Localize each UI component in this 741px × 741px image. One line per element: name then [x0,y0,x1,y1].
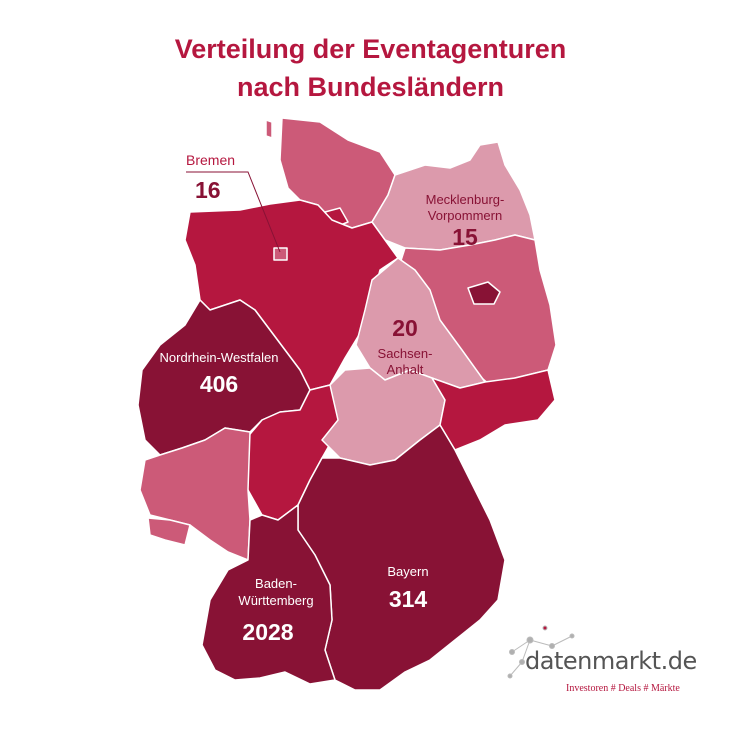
state-baden-wuerttemberg [201,504,336,685]
label-nrw-value: 406 [200,371,238,397]
logo-network-icon [507,625,575,679]
state-saarland [147,517,191,546]
label-sa-value: 20 [392,315,418,341]
label-sa-name-line-2: Anhalt [387,362,424,377]
label-sa-name-line-1: Sachsen- [378,346,433,361]
state-berlin [467,281,501,305]
logo-tagline: Investoren # Deals # Märkte [566,683,680,694]
map-title-line-2: nach Bundesländern [236,72,505,102]
label-bayern-name: Bayern [387,564,428,579]
label-mv: Mecklenburg- Vorpommern 15 [426,192,505,250]
label-bw: Baden- Württemberg 2028 [238,576,313,645]
label-bremen-name: Bremen [186,152,235,168]
label-nrw: Nordrhein-Westfalen 406 [160,350,279,397]
label-bw-name-line-2: Württemberg [238,593,313,608]
label-bayern-value: 314 [389,586,428,612]
label-bw-value: 2028 [242,619,293,645]
logo-wordmark: datenmarkt.de [525,647,697,675]
map-title: Verteilung der Eventagenturen nach Bunde… [0,30,741,106]
map-title-line-1: Verteilung der Eventagenturen [174,34,567,64]
island-sylt [265,119,273,139]
state-bayern [297,424,506,691]
state-bremen [273,247,288,261]
label-bw-name-line-1: Baden- [255,576,297,591]
label-nrw-name: Nordrhein-Westfalen [160,350,279,365]
label-bayern: Bayern 314 [387,564,428,612]
label-bremen: Bremen 16 [186,152,281,253]
label-mv-value: 15 [452,224,478,250]
label-mv-name-line-1: Mecklenburg- [426,192,505,207]
label-mv-name-line-2: Vorpommern [428,208,502,223]
label-sachsen-anhalt: 20 Sachsen- Anhalt [378,315,433,377]
label-bremen-value: 16 [195,177,221,203]
label-bremen-leader [186,171,281,253]
